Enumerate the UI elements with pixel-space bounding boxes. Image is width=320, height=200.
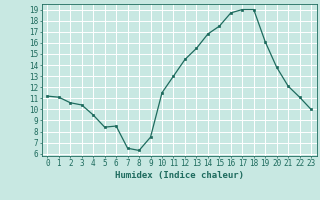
X-axis label: Humidex (Indice chaleur): Humidex (Indice chaleur)	[115, 171, 244, 180]
